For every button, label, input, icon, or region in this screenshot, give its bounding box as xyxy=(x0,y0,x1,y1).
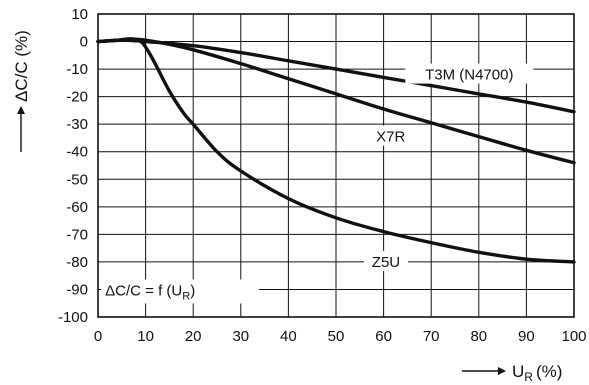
y-tick-label: 10 xyxy=(71,6,88,23)
grid-lines xyxy=(97,13,575,318)
y-tick-label: -70 xyxy=(66,226,88,243)
series-z5u-curve xyxy=(96,37,576,264)
series-label-t3m: T3M (N4700) xyxy=(425,67,513,84)
x-tick-label: 40 xyxy=(280,328,297,345)
y-tick-label: -10 xyxy=(66,61,88,78)
formula-annotation-text: ΔC/C = f (UR) xyxy=(105,282,195,302)
series-label-t3m-bg xyxy=(405,63,534,84)
x-tick-label: 80 xyxy=(470,328,487,345)
y-axis-label: ΔC/C (%) xyxy=(12,30,31,102)
y-tick-label: -40 xyxy=(66,144,88,161)
x-axis-label: UR (%) xyxy=(512,362,562,384)
x-tick-label: 70 xyxy=(423,328,440,345)
y-axis-arrow-icon xyxy=(17,106,25,114)
series-label-z5u-bg xyxy=(363,250,408,271)
y-tick-label: -90 xyxy=(66,281,88,298)
x-tick-label: 50 xyxy=(328,328,345,345)
series-curves xyxy=(96,37,576,264)
x-tick-label: 100 xyxy=(561,328,586,345)
y-tick-label: -30 xyxy=(66,116,88,133)
y-axis-label-group: ΔC/C (%) xyxy=(12,30,31,152)
y-tick-label: -100 xyxy=(58,309,88,326)
x-axis-label-group: UR (%) xyxy=(462,362,562,384)
series-label-x7r-bg xyxy=(369,125,412,146)
x-tick-label: 10 xyxy=(137,328,154,345)
x-tick-label: 90 xyxy=(518,328,535,345)
formula-annotation: ΔC/C = f (UR) xyxy=(101,279,260,304)
series-label-z5u: Z5U xyxy=(372,254,400,271)
y-tick-label: -20 xyxy=(66,89,88,106)
x-tick-label: 60 xyxy=(375,328,392,345)
x-tick-label: 30 xyxy=(232,328,249,345)
y-tick-label: 0 xyxy=(80,34,88,51)
series-labels: T3M (N4700) X7R Z5U xyxy=(363,63,534,271)
series-label-x7r: X7R xyxy=(376,129,405,146)
x-axis-arrow-icon xyxy=(498,367,506,375)
plot-frame xyxy=(97,13,575,318)
x-tick-label: 20 xyxy=(185,328,202,345)
y-tick-label: -50 xyxy=(66,171,88,188)
x-tick-label: 0 xyxy=(94,328,102,345)
y-tick-label: -60 xyxy=(66,199,88,216)
y-tick-label: -80 xyxy=(66,254,88,271)
